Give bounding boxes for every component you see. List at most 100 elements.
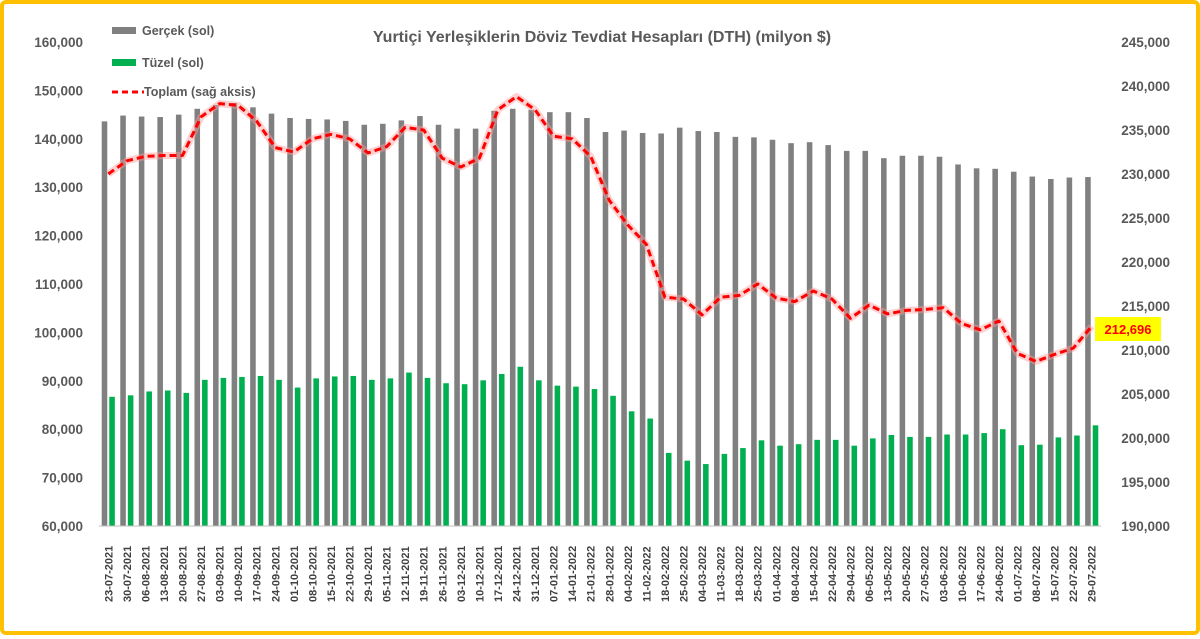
right-tick-label: 200,000 <box>1121 431 1170 446</box>
bar-tuzel <box>851 445 858 526</box>
x-tick-label: 08-04-2022 <box>790 546 802 602</box>
bar-tuzel <box>276 379 282 526</box>
bar-gercek <box>472 128 479 527</box>
bar-gercek <box>955 164 961 526</box>
bar-gercek <box>751 137 757 526</box>
bar-tuzel <box>517 366 524 526</box>
bar-gercek <box>1085 177 1091 526</box>
x-tick-label: 07-01-2022 <box>549 546 561 602</box>
bar-gercek <box>899 155 906 527</box>
legend-label-gercek: Gerçek (sol) <box>142 24 214 38</box>
bar-tuzel <box>313 378 319 526</box>
bar-gercek <box>380 123 386 527</box>
bar-gercek <box>732 136 739 526</box>
bar-tuzel <box>109 396 115 526</box>
bar-tuzel <box>1018 445 1025 526</box>
legend-swatch-gercek <box>112 27 136 34</box>
bar-gercek <box>918 155 924 527</box>
right-tick-label: 210,000 <box>1121 343 1170 358</box>
bar-tuzel <box>981 433 987 526</box>
right-tick-label: 235,000 <box>1121 123 1170 138</box>
x-tick-label: 12-11-2021 <box>400 546 412 602</box>
bar-tuzel <box>999 429 1006 526</box>
bar-gercek <box>509 108 516 527</box>
x-tick-label: 18-03-2022 <box>734 546 746 602</box>
x-tick-label: 25-02-2022 <box>679 546 691 602</box>
x-tick-label: 03-06-2022 <box>938 546 950 602</box>
x-tick-label: 04-02-2022 <box>623 546 635 602</box>
x-tick-label: 22-04-2022 <box>827 546 839 602</box>
x-tick-label: 17-06-2022 <box>975 546 987 602</box>
x-tick-label: 26-11-2021 <box>437 546 449 602</box>
x-tick-label: 20-05-2022 <box>901 546 913 602</box>
x-tick-label: 29-04-2022 <box>846 546 858 602</box>
bar-gercek <box>175 114 182 526</box>
bar-tuzel <box>461 384 468 526</box>
bar-gercek <box>287 117 293 526</box>
x-tick-label: 20-08-2021 <box>178 546 190 602</box>
x-tick-label: 22-07-2022 <box>1068 546 1080 602</box>
bar-gercek <box>621 130 627 526</box>
bar-tuzel <box>703 464 709 526</box>
bar-tuzel <box>962 434 969 526</box>
bar-gercek <box>843 150 850 526</box>
x-tick-label: 21-01-2022 <box>586 546 598 602</box>
bar-gercek <box>714 132 720 527</box>
bar-gercek <box>194 108 201 527</box>
right-tick-label: 230,000 <box>1121 167 1170 182</box>
bar-gercek <box>992 168 998 527</box>
total-line <box>107 95 1093 363</box>
callout-background <box>1095 317 1161 341</box>
bar-gercek <box>1066 177 1073 526</box>
bar-gercek <box>342 120 349 526</box>
bar-gercek <box>250 107 256 526</box>
right-tick-label: 220,000 <box>1121 255 1170 270</box>
bar-tuzel <box>925 436 932 526</box>
bar-tuzel <box>1092 425 1099 526</box>
bar-tuzel <box>684 460 691 526</box>
right-tick-label: 225,000 <box>1121 211 1170 226</box>
bar-gercek <box>862 150 869 526</box>
bar-tuzel <box>665 452 672 526</box>
x-tick-label: 10-06-2022 <box>957 546 969 602</box>
total-line-series <box>106 93 1095 365</box>
bar-tuzel <box>443 383 449 526</box>
x-tick-label: 03-09-2021 <box>215 546 227 602</box>
bar-gercek <box>157 117 163 527</box>
bar-tuzel <box>202 379 208 526</box>
left-axis-ticks: 60,000 70,000 80,000 90,000 100,000 110,000 12… <box>34 35 83 534</box>
bar-gercek <box>213 104 219 527</box>
bar-tuzel <box>331 376 338 526</box>
bar-tuzel <box>870 438 876 526</box>
bar-gercek <box>305 118 312 527</box>
right-tick-label: 190,000 <box>1121 519 1170 534</box>
left-tick-label: 100,000 <box>34 325 83 340</box>
bar-gercek <box>658 133 664 526</box>
x-tick-label: 29-10-2021 <box>363 546 375 602</box>
x-tick-label: 24-09-2021 <box>270 546 282 602</box>
bar-tuzel <box>257 375 264 526</box>
left-tick-label: 120,000 <box>34 229 83 244</box>
bar-tuzel <box>740 448 746 526</box>
bar-tuzel <box>1055 437 1062 526</box>
right-tick-label: 205,000 <box>1121 387 1170 402</box>
bar-tuzel <box>1074 435 1080 526</box>
bar-gercek <box>361 124 368 526</box>
legend-label-toplam: Toplam (sağ aksis) <box>144 85 256 99</box>
x-tick-label: 15-10-2021 <box>326 546 338 602</box>
x-tick-label: 18-02-2022 <box>660 546 672 602</box>
x-tick-label: 08-10-2021 <box>307 546 319 602</box>
x-tick-label: 27-05-2022 <box>920 546 932 602</box>
x-tick-label: 13-05-2022 <box>883 546 895 602</box>
x-tick-label: 11-03-2022 <box>716 546 728 602</box>
bar-tuzel <box>294 387 301 526</box>
left-tick-label: 130,000 <box>34 180 83 195</box>
bar-gercek <box>138 116 145 526</box>
bar-gercek <box>695 131 702 526</box>
bar-tuzel <box>628 411 635 526</box>
left-tick-label: 60,000 <box>42 519 83 534</box>
bar-gercek <box>528 109 535 526</box>
right-tick-label: 195,000 <box>1121 475 1170 490</box>
bar-gercek <box>881 158 887 526</box>
bar-gercek <box>584 117 590 526</box>
